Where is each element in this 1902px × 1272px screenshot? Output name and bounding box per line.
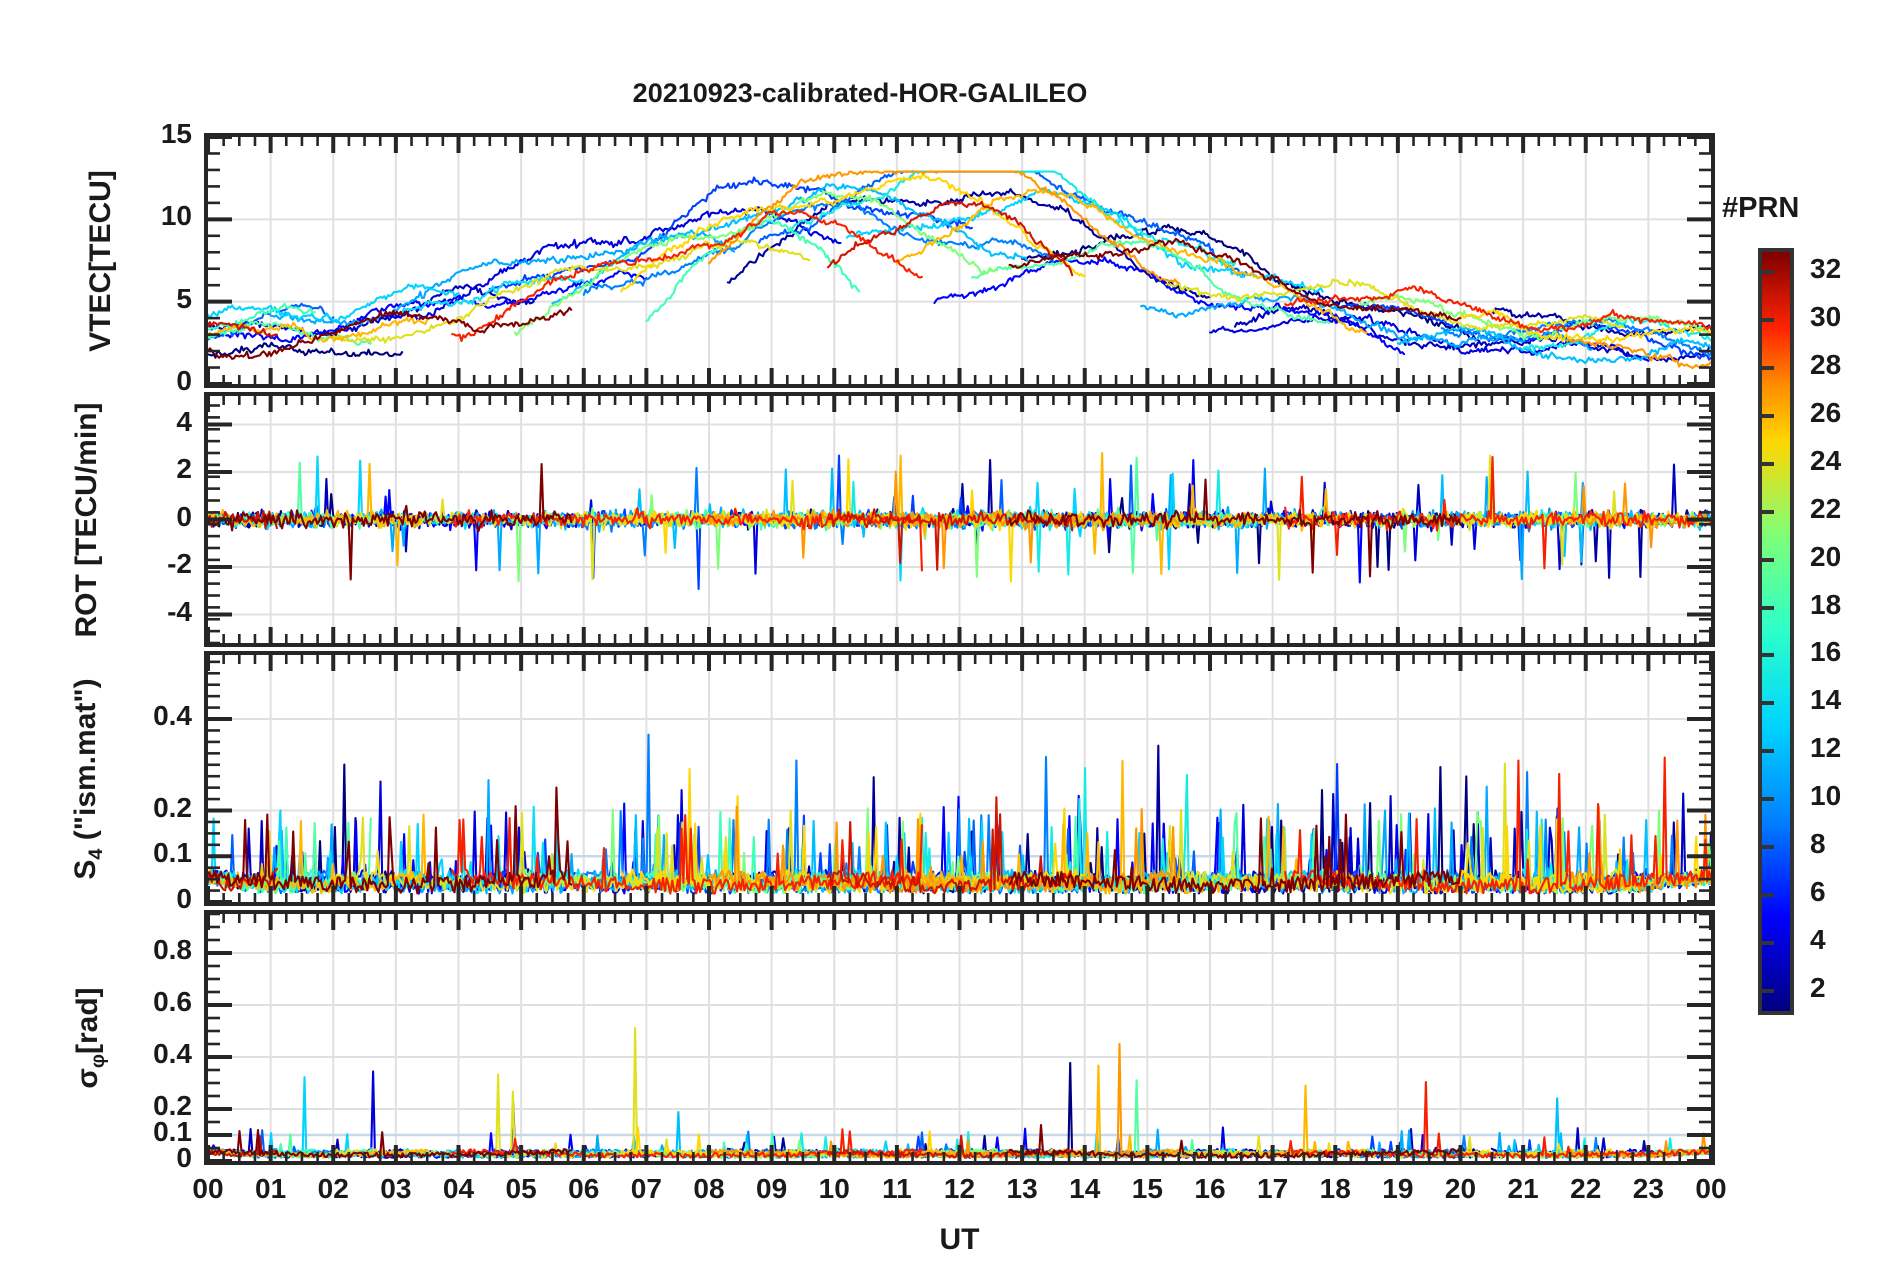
- ytick-sigma-5: 0.8: [153, 934, 192, 965]
- colorbar-ticklabel-16: 16: [1810, 636, 1842, 668]
- xtick-05-5: 05: [505, 1173, 537, 1204]
- ytick-s4-1: 0.1: [153, 837, 192, 869]
- ytick-sigma-1: 0.1: [153, 1116, 192, 1147]
- xtick-09-9: 09: [756, 1173, 788, 1204]
- colorbar-tickmark-10: [1758, 797, 1774, 802]
- colorbar-ticklabel-6: 6: [1810, 876, 1826, 908]
- xtick-12-12: 12: [943, 1173, 976, 1204]
- panel-vtec: [204, 133, 1715, 388]
- colorbar-ticklabel-30: 30: [1810, 300, 1842, 332]
- ylabel-sigma-phi-text: σφ[rad]: [71, 986, 109, 1089]
- colorbar-tickmark-14: [1758, 701, 1774, 706]
- figure-title: 20210923-calibrated-HOR-GALILEO: [632, 78, 1088, 108]
- xtick-15-15: 15: [1131, 1173, 1163, 1204]
- ylabel-rot: ROT [TECU/min]: [70, 402, 103, 637]
- ytick-sigma-4: 0.6: [153, 986, 192, 1017]
- ytick-vtec-3: 15: [160, 118, 192, 149]
- xtick-00-24: 00: [1695, 1173, 1727, 1204]
- colorbar-tickmark-22: [1758, 509, 1774, 514]
- colorbar-title: #PRN: [1722, 192, 1800, 224]
- ytick-sigma-0: 0: [176, 1142, 192, 1173]
- xtick-07-7: 07: [630, 1173, 662, 1204]
- colorbar-ticklabel-14: 14: [1810, 684, 1842, 716]
- xtick-14-14: 14: [1069, 1173, 1101, 1204]
- colorbar-ticklabel-10: 10: [1810, 780, 1842, 812]
- ytick-vtec-1: 5: [176, 282, 192, 314]
- xtick-21-21: 21: [1507, 1173, 1539, 1204]
- xtick-17-17: 17: [1257, 1173, 1289, 1204]
- ytick-s4-3: 0.4: [153, 700, 192, 732]
- xtick-01-1: 01: [255, 1173, 287, 1204]
- xtick-18-18: 18: [1319, 1173, 1351, 1204]
- colorbar-tickmark-30: [1758, 317, 1774, 322]
- colorbar-tickmark-2: [1758, 989, 1774, 994]
- ytick-vtec-2: 10: [160, 200, 192, 232]
- colorbar-ticklabel-26: 26: [1810, 396, 1842, 428]
- ytick-rot-1: -2: [167, 548, 192, 579]
- xtick-00-0: 00: [192, 1173, 224, 1204]
- xtick-13-13: 13: [1006, 1173, 1038, 1204]
- colorbar-ticklabel-12: 12: [1810, 732, 1842, 764]
- xtick-06-6: 06: [568, 1173, 600, 1204]
- colorbar-ticklabel-2: 2: [1810, 972, 1826, 1004]
- ytick-s4-0: 0: [176, 883, 192, 914]
- colorbar-tickmark-28: [1758, 365, 1774, 370]
- colorbar-ticklabel-32: 32: [1810, 252, 1842, 284]
- ytick-sigma-3: 0.4: [153, 1038, 192, 1069]
- xtick-19-19: 19: [1382, 1173, 1414, 1204]
- panel-rot: [204, 392, 1715, 647]
- ytick-rot-4: 4: [176, 405, 192, 437]
- colorbar-ticklabel-24: 24: [1810, 444, 1842, 476]
- ytick-s4-2: 0.2: [153, 791, 192, 823]
- xtick-04-4: 04: [442, 1173, 475, 1204]
- xtick-16-16: 16: [1194, 1173, 1226, 1204]
- xtick-20-20: 20: [1444, 1173, 1477, 1204]
- colorbar-ticklabel-28: 28: [1810, 348, 1842, 380]
- colorbar-tickmark-20: [1758, 557, 1774, 562]
- xtick-22-22: 22: [1570, 1173, 1602, 1204]
- ytick-rot-3: 2: [176, 453, 192, 484]
- colorbar-ticklabel-4: 4: [1810, 924, 1826, 956]
- ytick-vtec-0: 0: [176, 365, 192, 396]
- ytick-rot-0: -4: [167, 595, 192, 627]
- colorbar-tickmark-4: [1758, 941, 1774, 946]
- colorbar-tickmark-8: [1758, 845, 1774, 850]
- colorbar-ticklabel-8: 8: [1810, 828, 1826, 860]
- colorbar-tickmark-18: [1758, 605, 1774, 610]
- colorbar-tickmark-16: [1758, 653, 1774, 658]
- xtick-03-3: 03: [380, 1173, 412, 1204]
- panel-s4: [204, 651, 1715, 906]
- xtick-23-23: 23: [1632, 1173, 1664, 1204]
- ylabel-sigma-phi: σφ[rad]: [71, 987, 110, 1088]
- ytick-sigma-2: 0.2: [153, 1090, 192, 1121]
- ylabel-s4-text: S4 ("ism.mat"): [69, 677, 107, 880]
- ylabel-s4: S4 ("ism.mat"): [69, 678, 108, 879]
- colorbar-tickmark-12: [1758, 749, 1774, 754]
- xtick-02-2: 02: [317, 1173, 349, 1204]
- colorbar-ticklabel-18: 18: [1810, 588, 1842, 620]
- colorbar-tickmark-32: [1758, 269, 1774, 274]
- colorbar-ticklabel-20: 20: [1810, 540, 1842, 572]
- colorbar-ticklabel-22: 22: [1810, 492, 1842, 524]
- xlabel-ut: UT: [939, 1223, 980, 1256]
- xtick-08-8: 08: [693, 1173, 725, 1204]
- colorbar-tickmark-26: [1758, 413, 1774, 418]
- colorbar-tickmark-24: [1758, 461, 1774, 466]
- xtick-10-10: 10: [818, 1173, 850, 1204]
- colorbar-tickmark-6: [1758, 893, 1774, 898]
- ytick-rot-2: 0: [176, 500, 192, 532]
- ylabel-vtec: VTEC[TECU]: [84, 169, 117, 352]
- xtick-11-11: 11: [882, 1173, 912, 1204]
- colorbar-gradient: [1758, 248, 1794, 1015]
- panel-sigma-phi: [204, 910, 1715, 1165]
